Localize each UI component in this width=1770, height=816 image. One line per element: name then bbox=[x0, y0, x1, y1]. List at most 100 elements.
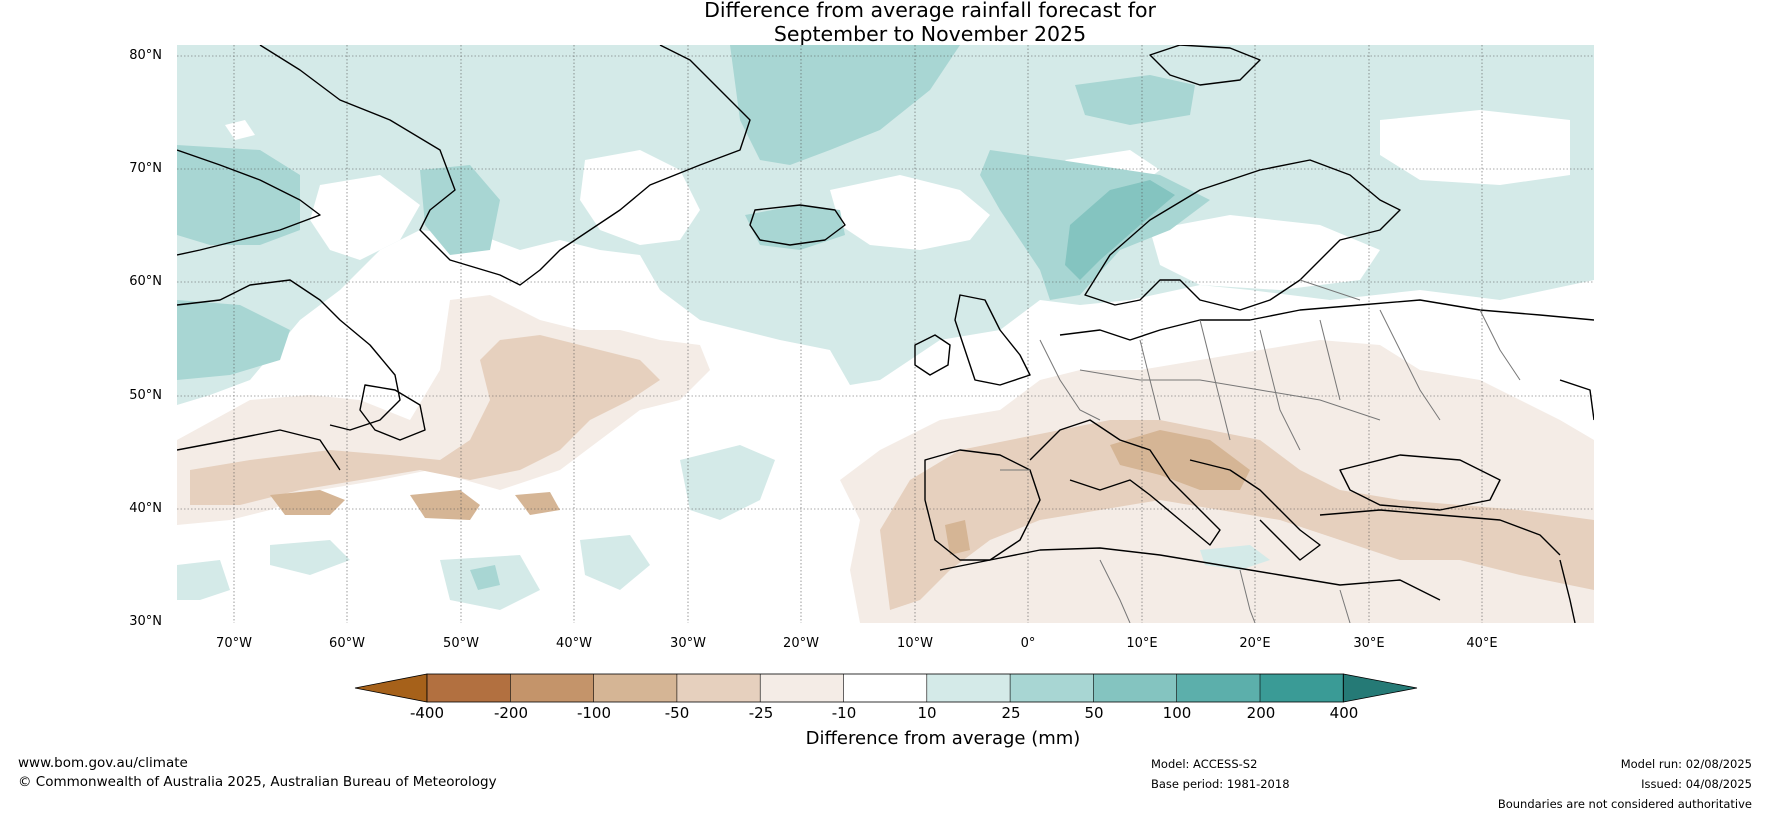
colorbar-segment bbox=[1260, 674, 1344, 702]
colorbar-segment bbox=[1010, 674, 1094, 702]
coast-black-sea bbox=[1339, 454, 1501, 511]
lon-label-60w: 60°W bbox=[329, 636, 365, 651]
wet-blob-azores bbox=[680, 445, 775, 520]
coast-iberia bbox=[924, 449, 1041, 561]
lon-label-70w: 70°W bbox=[216, 636, 252, 651]
coast-greenland bbox=[259, 45, 751, 286]
dry-gap-arctic-2 bbox=[225, 120, 255, 140]
lon-label-10e: 10°E bbox=[1126, 636, 1158, 651]
coast-newfoundland bbox=[359, 384, 426, 441]
title-line-2: September to November 2025 bbox=[773, 22, 1087, 46]
lat-label-50n: 50°N bbox=[129, 388, 162, 403]
lon-label-0: 0° bbox=[1020, 636, 1036, 651]
colorbar-tick-11: 200 bbox=[1246, 704, 1276, 722]
colorbar-tick-1: -400 bbox=[409, 704, 445, 722]
coast-north-africa bbox=[939, 547, 1441, 601]
colorbar-tick-2: -200 bbox=[493, 704, 529, 722]
colorbar-tick-6: -10 bbox=[831, 704, 857, 722]
lat-label-70n: 70°N bbox=[129, 161, 162, 176]
wet-blob-sw-1 bbox=[177, 560, 230, 600]
colorbar-segment bbox=[926, 674, 1011, 702]
dry-region-strong-alps bbox=[1110, 430, 1250, 490]
colorbar-segment bbox=[510, 674, 595, 702]
dry-region-strong-atlantic-2 bbox=[410, 490, 480, 520]
coast-turkey bbox=[1319, 509, 1561, 556]
country-boundaries bbox=[1000, 279, 1521, 623]
coastlines bbox=[177, 45, 1594, 623]
colorbar-tick-3: -100 bbox=[576, 704, 612, 722]
footer-issued: Issued: 04/08/2025 bbox=[1641, 777, 1752, 791]
wet-blob-mediterranean bbox=[1200, 545, 1270, 570]
lat-label-80n: 80°N bbox=[129, 48, 162, 63]
footer-model-run: Model run: 02/08/2025 bbox=[1620, 757, 1752, 771]
dry-gap-greenland-east bbox=[580, 150, 700, 245]
map-title: Difference from average rainfall forecas… bbox=[0, 0, 1770, 46]
lat-label-30n: 30°N bbox=[129, 614, 162, 629]
colorbar-extend-low bbox=[354, 673, 428, 703]
wet-blob-sw-4 bbox=[580, 535, 650, 590]
dry-region-strong-atlantic-1 bbox=[270, 490, 345, 515]
coast-europe-north bbox=[1059, 299, 1594, 341]
footer-copyright: © Commonwealth of Australia 2025, Austra… bbox=[18, 774, 497, 790]
dry-gap-norwegian-sea bbox=[830, 175, 990, 250]
coast-east-med bbox=[1559, 559, 1576, 623]
lon-label-40w: 40°W bbox=[556, 636, 592, 651]
coast-ireland bbox=[914, 334, 951, 376]
graticule bbox=[177, 45, 1594, 623]
wet-blob-sw-5 bbox=[470, 565, 500, 590]
lon-label-30e: 30°E bbox=[1353, 636, 1385, 651]
dry-region-medium-atlantic bbox=[190, 335, 660, 505]
lat-label-40n: 40°N bbox=[129, 501, 162, 516]
dry-region-medium-europe bbox=[880, 420, 1594, 610]
coast-svalbard bbox=[1149, 45, 1261, 86]
wet-region-medium-svalbard bbox=[1075, 75, 1195, 125]
lon-label-30w: 30°W bbox=[670, 636, 706, 651]
colorbar-label: Difference from average (mm) bbox=[805, 728, 1081, 749]
dry-region-strong-iberia bbox=[945, 520, 970, 555]
colorbar-tick-7: 10 bbox=[917, 704, 937, 722]
colorbar-tick-4: -50 bbox=[664, 704, 690, 722]
colorbar-tick-9: 50 bbox=[1084, 704, 1104, 722]
footer-website: www.bom.gov.au/climate bbox=[18, 755, 188, 771]
title-line-1: Difference from average rainfall forecas… bbox=[704, 0, 1156, 22]
dry-gap-scandinavia bbox=[1150, 215, 1380, 290]
wet-region-medium-labrador bbox=[177, 300, 290, 380]
coast-nova-scotia bbox=[177, 429, 341, 471]
lon-label-20e: 20°E bbox=[1239, 636, 1271, 651]
coast-britain bbox=[954, 294, 1031, 386]
footer-disclaimer: Boundaries are not considered authoritat… bbox=[1497, 797, 1752, 811]
colorbar-tick-8: 25 bbox=[1001, 704, 1021, 722]
lon-label-10w: 10°W bbox=[897, 636, 933, 651]
coast-iceland bbox=[749, 204, 846, 246]
coast-caspian bbox=[1559, 379, 1594, 421]
colorbar-segment bbox=[676, 674, 761, 702]
wet-blob-sw-2 bbox=[270, 540, 350, 575]
colorbar-tick-12: 400 bbox=[1329, 704, 1359, 722]
coast-france-italy bbox=[1029, 419, 1221, 546]
lon-label-40e: 40°E bbox=[1466, 636, 1498, 651]
colorbar-segment bbox=[760, 674, 844, 702]
colorbar-segment bbox=[593, 674, 678, 702]
footer-model: Model: ACCESS-S2 bbox=[1151, 757, 1258, 771]
coast-labrador bbox=[177, 279, 401, 431]
colorbar-segment bbox=[1176, 674, 1261, 702]
footer-base-period: Base period: 1981-2018 bbox=[1151, 777, 1290, 791]
coast-baffin bbox=[177, 149, 321, 256]
lat-label-60n: 60°N bbox=[129, 274, 162, 289]
colorbar-extend-high bbox=[1342, 673, 1418, 703]
colorbar-segment bbox=[427, 674, 511, 702]
wet-region-medium-iceland bbox=[745, 205, 845, 250]
wet-region-medium-baffin bbox=[177, 145, 300, 245]
wet-region-medium-greenland-sea bbox=[730, 45, 960, 165]
coast-balkans-greece bbox=[1189, 459, 1321, 561]
colorbar-tick-5: -25 bbox=[748, 704, 774, 722]
dry-gap-labrador bbox=[310, 175, 420, 260]
dry-gap-barents bbox=[1380, 110, 1570, 185]
colorbar-segment bbox=[1093, 674, 1178, 702]
lon-label-50w: 50°W bbox=[443, 636, 479, 651]
colorbar-outline bbox=[426, 673, 1344, 703]
lon-label-20w: 20°W bbox=[783, 636, 819, 651]
colorbar-tick-10: 100 bbox=[1162, 704, 1192, 722]
